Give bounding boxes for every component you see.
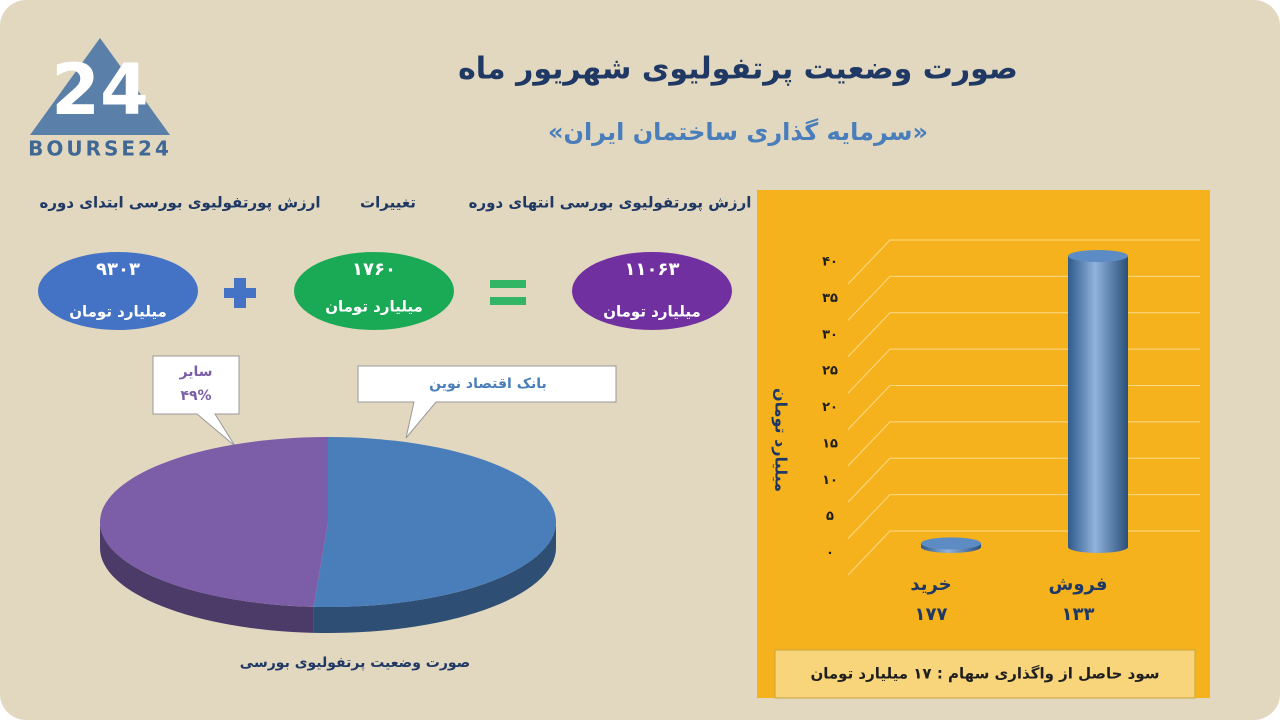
callout-label: بانک اقتصاد نوین bbox=[429, 376, 547, 392]
y-tick-label: ۲۵ bbox=[822, 364, 838, 379]
pie-slice bbox=[99, 437, 328, 607]
heading: تغییرات bbox=[360, 194, 416, 212]
value-oval bbox=[294, 252, 454, 330]
x-tick-label: فروش bbox=[1048, 574, 1107, 595]
logo-triangle bbox=[30, 38, 170, 135]
value-oval bbox=[572, 252, 732, 330]
y-axis-label: میلیارد تومان bbox=[772, 388, 791, 492]
y-tick-label: ۱۰ bbox=[822, 473, 838, 488]
note: سود حاصل از واگذاری سهام : ۱۷ میلیارد تو… bbox=[810, 665, 1159, 683]
title: صورت وضعیت پرتفولیوی شهریور ماه bbox=[458, 52, 1018, 87]
category-note: ۱۳۳ bbox=[1062, 604, 1095, 625]
chart-panel bbox=[757, 190, 1210, 698]
category-note: ۱۷۷ bbox=[915, 604, 948, 625]
y-tick-label: ۰ bbox=[826, 546, 834, 561]
oval-value: ۹۳۰۳ bbox=[96, 259, 140, 280]
oval-unit: میلیارد تومان bbox=[603, 303, 701, 321]
y-tick-label: ۵ bbox=[826, 509, 834, 524]
oval-unit: میلیارد تومان bbox=[325, 298, 423, 316]
bar-top bbox=[921, 537, 981, 550]
oval-value: ۱۷۶۰ bbox=[352, 259, 396, 280]
x-tick-label: خرید bbox=[910, 574, 951, 595]
heading: ارزش پورتفولیوی بورسی ابتدای دوره bbox=[40, 194, 321, 213]
oval-unit: میلیارد تومان bbox=[69, 303, 167, 321]
y-tick-label: ۱۵ bbox=[822, 436, 838, 451]
pie-side bbox=[313, 522, 556, 633]
bar bbox=[1068, 256, 1128, 553]
pie-title: صورت وضعیت پرتفولیوی بورسی bbox=[240, 655, 470, 671]
bar-top bbox=[1068, 250, 1128, 262]
oval-value: ۱۱۰۶۳ bbox=[625, 259, 680, 280]
heading: ارزش پورتفولیوی بورسی انتهای دوره bbox=[469, 194, 752, 213]
callout-label: سایر bbox=[179, 364, 213, 380]
callout bbox=[152, 355, 240, 447]
y-tick-label: ۴۰ bbox=[822, 255, 838, 270]
pie-slice bbox=[313, 437, 556, 607]
note-box bbox=[774, 649, 1196, 699]
logo-name: BOURSE24 bbox=[28, 137, 172, 161]
plus-sign bbox=[224, 278, 256, 308]
logo-mark: 24 bbox=[51, 49, 148, 131]
equals-sign bbox=[490, 297, 526, 305]
equals-sign bbox=[490, 280, 526, 288]
callout-value: ۴۹% bbox=[180, 388, 211, 404]
y-tick-label: ۳۵ bbox=[822, 291, 838, 306]
pie-side bbox=[100, 522, 314, 633]
grid-line bbox=[847, 239, 1200, 285]
callout bbox=[357, 365, 617, 439]
subtitle: «سرمایه گذاری ساختمان ایران» bbox=[548, 118, 928, 146]
y-tick-label: ۳۰ bbox=[822, 327, 838, 342]
value-oval bbox=[38, 252, 198, 330]
y-tick-label: ۲۰ bbox=[822, 400, 838, 415]
